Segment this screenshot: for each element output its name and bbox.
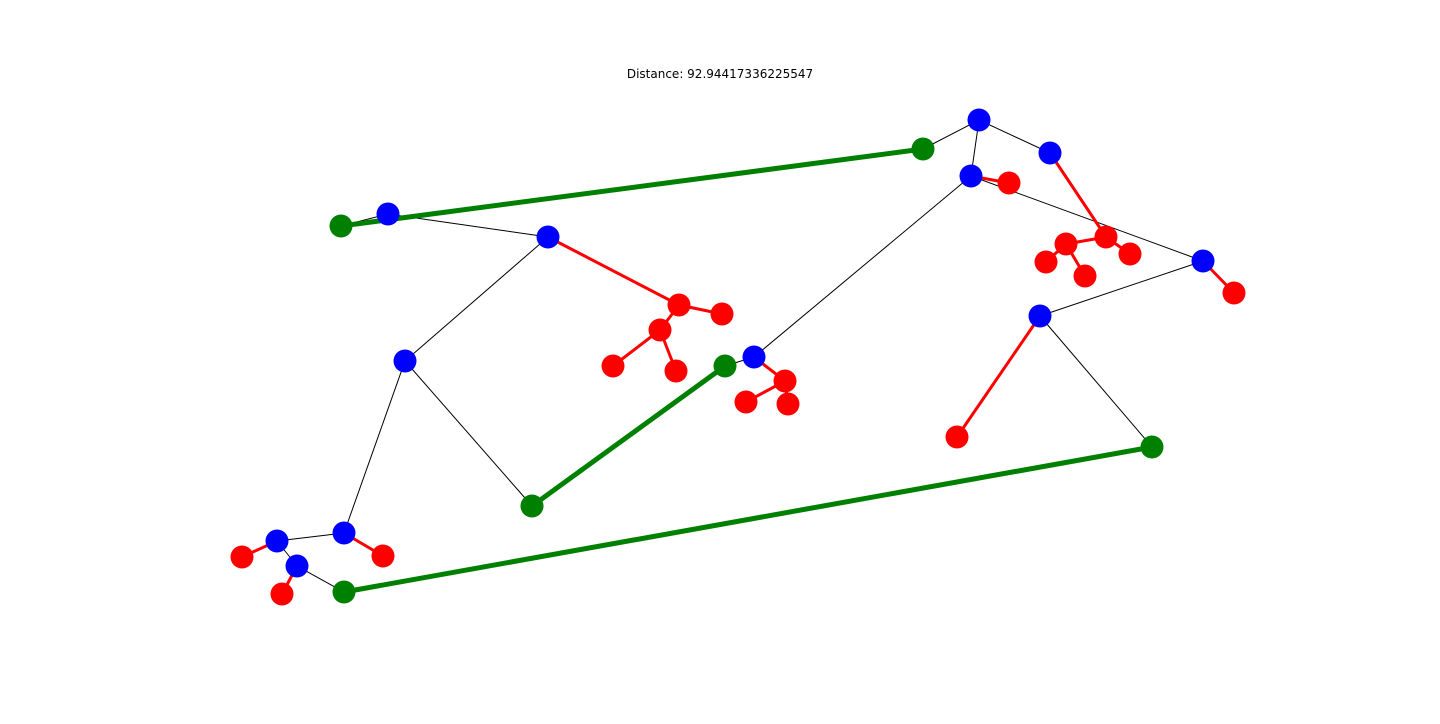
node-red-r17 — [371, 544, 395, 568]
edge-black-b3-b4 — [343, 360, 406, 534]
node-red-r14 — [1073, 264, 1097, 288]
node-red-r16 — [945, 425, 969, 449]
edge-black-b12-g6 — [1039, 315, 1153, 448]
node-red-r9 — [997, 171, 1021, 195]
node-red-r19 — [270, 582, 294, 606]
node-red-r15 — [1222, 281, 1246, 305]
node-blue-b1 — [376, 202, 400, 226]
edge-red-b12-r16 — [955, 315, 1042, 438]
node-red-r1 — [667, 293, 691, 317]
edge-red-b2-r1 — [547, 235, 680, 307]
node-red-r18 — [230, 545, 254, 569]
node-red-r4 — [601, 354, 625, 378]
node-red-r6 — [773, 369, 797, 393]
node-blue-b9 — [967, 108, 991, 132]
node-red-r12 — [1118, 242, 1142, 266]
edge-red-b10-r10 — [1048, 152, 1108, 238]
node-blue-b8 — [959, 164, 983, 188]
edge-green-g3-g4 — [530, 363, 727, 509]
edge-black-b9-b10 — [978, 119, 1051, 154]
edge-black-b7-b8 — [753, 175, 972, 358]
node-green-g5 — [332, 580, 356, 604]
figure-title: Distance: 92.94417336225547 — [626, 67, 814, 81]
nodes-layer — [230, 108, 1246, 606]
edge-black-b3-g3 — [404, 360, 533, 507]
node-green-g4 — [713, 354, 737, 378]
node-blue-b2 — [536, 225, 560, 249]
node-blue-b5 — [265, 529, 289, 553]
node-green-g2 — [911, 137, 935, 161]
node-green-g1 — [329, 214, 353, 238]
edge-green-g1-g2 — [340, 146, 924, 229]
edge-black-b11-b12 — [1039, 260, 1204, 317]
node-red-r11 — [1054, 232, 1078, 256]
node-green-g6 — [1140, 435, 1164, 459]
node-red-r2 — [710, 302, 734, 326]
node-red-r13 — [1034, 250, 1058, 274]
node-red-r10 — [1094, 225, 1118, 249]
node-red-r7 — [734, 390, 758, 414]
node-red-r5 — [664, 359, 688, 383]
node-blue-b12 — [1028, 304, 1052, 328]
node-blue-b11 — [1191, 249, 1215, 273]
edge-black-b2-b3 — [404, 236, 549, 362]
node-green-g3 — [520, 494, 544, 518]
node-blue-b7 — [742, 345, 766, 369]
node-blue-b3 — [393, 349, 417, 373]
node-red-r8 — [776, 392, 800, 416]
edge-green-g5-g6 — [343, 444, 1153, 595]
node-blue-b6 — [285, 554, 309, 578]
node-blue-b10 — [1038, 141, 1062, 165]
node-blue-b4 — [332, 521, 356, 545]
node-red-r3 — [648, 318, 672, 342]
edges-layer — [241, 119, 1236, 595]
